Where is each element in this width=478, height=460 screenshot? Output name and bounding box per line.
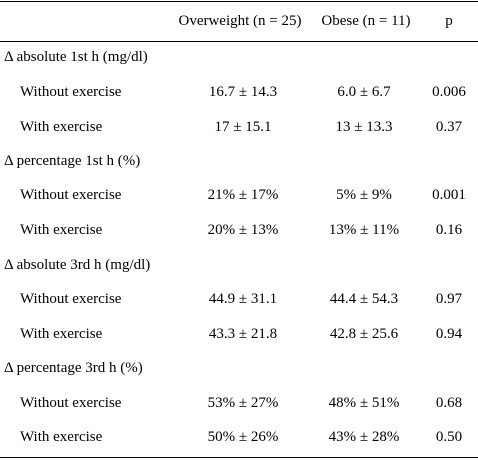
table-row: Without exercise 16.7 ± 14.3 6.0 ± 6.7 0…: [0, 75, 478, 109]
p-value: 0.37: [435, 119, 463, 135]
p-value: 0.97: [435, 291, 463, 307]
p-value: 0.16: [435, 222, 463, 238]
overweight-value: 53% ± 27%: [207, 395, 279, 411]
bottom-rule: [0, 457, 478, 458]
overweight-value: 17 ± 15.1: [214, 119, 272, 135]
overweight-value: 20% ± 13%: [207, 222, 279, 238]
p-value: 0.006: [432, 84, 466, 100]
row-label: Without exercise: [20, 291, 122, 307]
section-title-row: Δ percentage 3rd h (%): [0, 351, 478, 385]
header-rule: [0, 41, 478, 42]
row-label: Without exercise: [20, 395, 122, 411]
overweight-value: 50% ± 26%: [207, 429, 279, 445]
section-title-row: Δ absolute 1st h (mg/dl): [0, 40, 478, 74]
row-label: Without exercise: [20, 187, 122, 203]
obese-value: 5% ± 9%: [336, 187, 392, 203]
overweight-value: 21% ± 17%: [207, 187, 279, 203]
section-title: Δ absolute 3rd h (mg/dl): [4, 257, 151, 273]
row-label: With exercise: [20, 326, 103, 342]
header-row: Overweight (n = 25) Obese (n = 11) p: [0, 4, 478, 38]
p-value: 0.001: [432, 187, 466, 203]
obese-value: 43% ± 28%: [328, 429, 400, 445]
obese-value: 13% ± 11%: [328, 222, 400, 238]
p-value: 0.68: [435, 395, 463, 411]
header-p: p: [445, 13, 453, 29]
section-title-row: Δ absolute 3rd h (mg/dl): [0, 248, 478, 282]
obese-value: 44.4 ± 54.3: [329, 291, 399, 307]
table-row: Without exercise 21% ± 17% 5% ± 9% 0.001: [0, 178, 478, 212]
table-row: With exercise 43.3 ± 21.8 42.8 ± 25.6 0.…: [0, 317, 478, 351]
overweight-value: 16.7 ± 14.3: [208, 84, 278, 100]
row-label: With exercise: [20, 429, 103, 445]
table-row: With exercise 50% ± 26% 43% ± 28% 0.50: [0, 420, 478, 454]
row-label: Without exercise: [20, 84, 122, 100]
row-label: With exercise: [20, 119, 103, 135]
section-title-row: Δ percentage 1st h (%): [0, 144, 478, 178]
obese-value: 13 ± 13.3: [335, 119, 393, 135]
top-rule: [0, 1, 478, 2]
obese-value: 48% ± 51%: [328, 395, 400, 411]
section-title: Δ percentage 3rd h (%): [4, 360, 143, 376]
obese-value: 42.8 ± 25.6: [329, 326, 399, 342]
section-title: Δ percentage 1st h (%): [4, 153, 141, 169]
table-row: With exercise 20% ± 13% 13% ± 11% 0.16: [0, 213, 478, 247]
table-row: Without exercise 44.9 ± 31.1 44.4 ± 54.3…: [0, 282, 478, 316]
section-title: Δ absolute 1st h (mg/dl): [4, 49, 148, 65]
overweight-value: 44.9 ± 31.1: [208, 291, 278, 307]
obese-value: 6.0 ± 6.7: [337, 84, 391, 100]
row-label: With exercise: [20, 222, 103, 238]
table-row: Without exercise 53% ± 27% 48% ± 51% 0.6…: [0, 386, 478, 420]
p-value: 0.94: [435, 326, 463, 342]
header-obese: Obese (n = 11): [321, 13, 411, 29]
p-value: 0.50: [435, 429, 463, 445]
header-overweight: Overweight (n = 25): [178, 13, 302, 29]
overweight-value: 43.3 ± 21.8: [208, 326, 278, 342]
table-row: With exercise 17 ± 15.1 13 ± 13.3 0.37: [0, 110, 478, 144]
